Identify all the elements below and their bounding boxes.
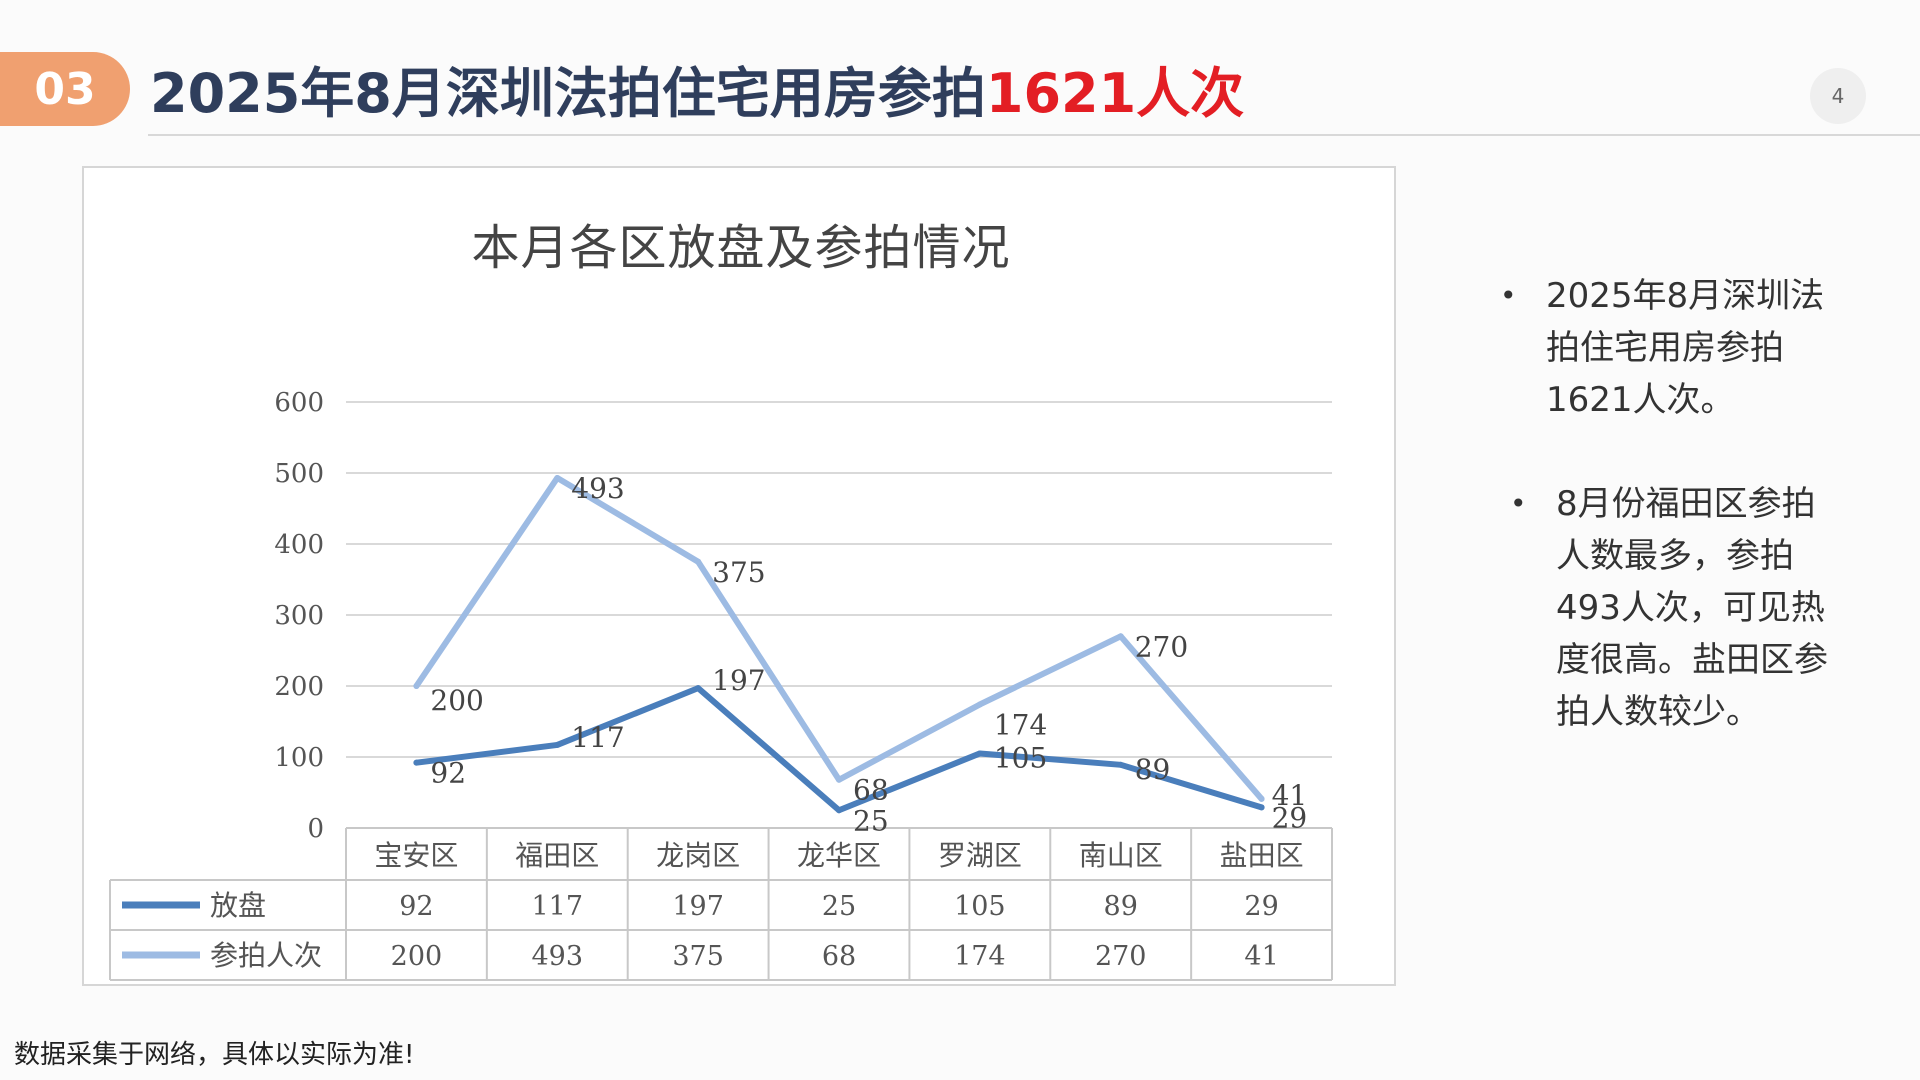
y-tick-label: 600 <box>274 388 324 418</box>
page-title: 2025年8月深圳法拍住宅用房参拍 1621人次 <box>150 50 1244 126</box>
x-category-label: 宝安区 <box>374 839 458 872</box>
data-label: 25 <box>853 804 889 837</box>
table-cell: 117 <box>532 891 584 922</box>
table-cell: 200 <box>391 941 443 972</box>
x-category-label: 龙华区 <box>797 839 881 872</box>
data-point <box>976 750 983 757</box>
table-cell: 270 <box>1095 941 1147 972</box>
bullet-item-2: 8月份福田区参拍人数最多，参拍493人次，可见热度很高。盐田区参拍人数较少。 <box>1510 478 1830 738</box>
table-cell: 25 <box>822 891 856 922</box>
table-cell: 174 <box>954 941 1006 972</box>
legend-label: 参拍人次 <box>210 939 322 972</box>
table-cell: 197 <box>672 891 724 922</box>
bullet-list: 2025年8月深圳法拍住宅用房参拍1621人次。 8月份福田区参拍人数最多，参拍… <box>1500 270 1830 790</box>
data-label: 92 <box>430 757 466 790</box>
data-point <box>1117 761 1124 768</box>
page-title-highlight: 1621人次 <box>985 61 1245 125</box>
table-cell: 493 <box>532 941 584 972</box>
data-label: 493 <box>571 472 624 505</box>
table-cell: 375 <box>672 941 724 972</box>
data-label: 200 <box>430 684 483 717</box>
data-point <box>413 759 420 766</box>
y-tick-label: 100 <box>274 743 324 773</box>
data-label: 270 <box>1135 630 1188 663</box>
series-line-1 <box>413 685 1265 814</box>
data-point <box>413 683 420 689</box>
footer-note: 数据采集于网络，具体以实际为准! <box>14 1040 415 1070</box>
legend-label: 放盘 <box>210 889 266 922</box>
table-cell: 29 <box>1244 891 1278 922</box>
page-number: 4 <box>1810 68 1866 124</box>
table-cell: 105 <box>954 891 1006 922</box>
table-cell: 68 <box>822 941 856 972</box>
data-label: 89 <box>1135 753 1171 786</box>
data-point <box>695 685 702 692</box>
section-number-badge: 03 <box>0 52 130 126</box>
chart-title: 本月各区放盘及参拍情况 <box>471 220 1011 276</box>
y-tick-label: 200 <box>274 672 324 702</box>
data-label: 68 <box>853 774 889 807</box>
y-tick-label: 300 <box>274 601 324 631</box>
x-category-label: 罗湖区 <box>938 839 1022 872</box>
bullet-item-1: 2025年8月深圳法拍住宅用房参拍1621人次。 <box>1500 270 1830 426</box>
y-tick-label: 400 <box>274 530 324 560</box>
data-label: 41 <box>1272 779 1308 812</box>
data-label: 105 <box>994 741 1047 774</box>
section-number: 03 <box>34 63 96 115</box>
data-label: 375 <box>712 556 765 589</box>
data-point <box>695 558 702 565</box>
y-tick-label: 0 <box>307 814 324 844</box>
data-point <box>1258 795 1265 802</box>
y-tick-label: 500 <box>274 459 324 489</box>
data-point <box>836 807 842 814</box>
x-category-label: 南山区 <box>1079 839 1163 872</box>
table-cell: 89 <box>1104 891 1138 922</box>
data-point <box>1258 804 1265 811</box>
data-label: 29 <box>1272 801 1308 834</box>
data-point <box>1117 633 1124 640</box>
line-chart: 0 100 200 300 400 500 600 宝安区 福田区 龙岗区 龙华区 罗湖区 南山区 盐田区… <box>109 388 1333 981</box>
x-category-label: 盐田区 <box>1220 839 1304 872</box>
page-title-main: 2025年8月深圳法拍住宅用房参拍 <box>150 61 986 125</box>
x-category-label: 龙岗区 <box>656 839 740 872</box>
data-label: 174 <box>994 708 1047 741</box>
data-point <box>554 474 561 481</box>
table-cell: 41 <box>1244 941 1278 972</box>
title-divider <box>148 134 1920 136</box>
data-point <box>836 776 842 783</box>
chart-frame: 本月各区放盘及参拍情况 0 100 200 300 400 500 600 宝安区 福田区 龙岗区… <box>82 166 1396 986</box>
data-point <box>976 701 983 708</box>
data-label: 117 <box>571 721 624 754</box>
table-cell: 92 <box>399 891 433 922</box>
data-point <box>554 741 561 748</box>
x-category-label: 福田区 <box>515 839 599 872</box>
data-label: 197 <box>712 664 765 697</box>
